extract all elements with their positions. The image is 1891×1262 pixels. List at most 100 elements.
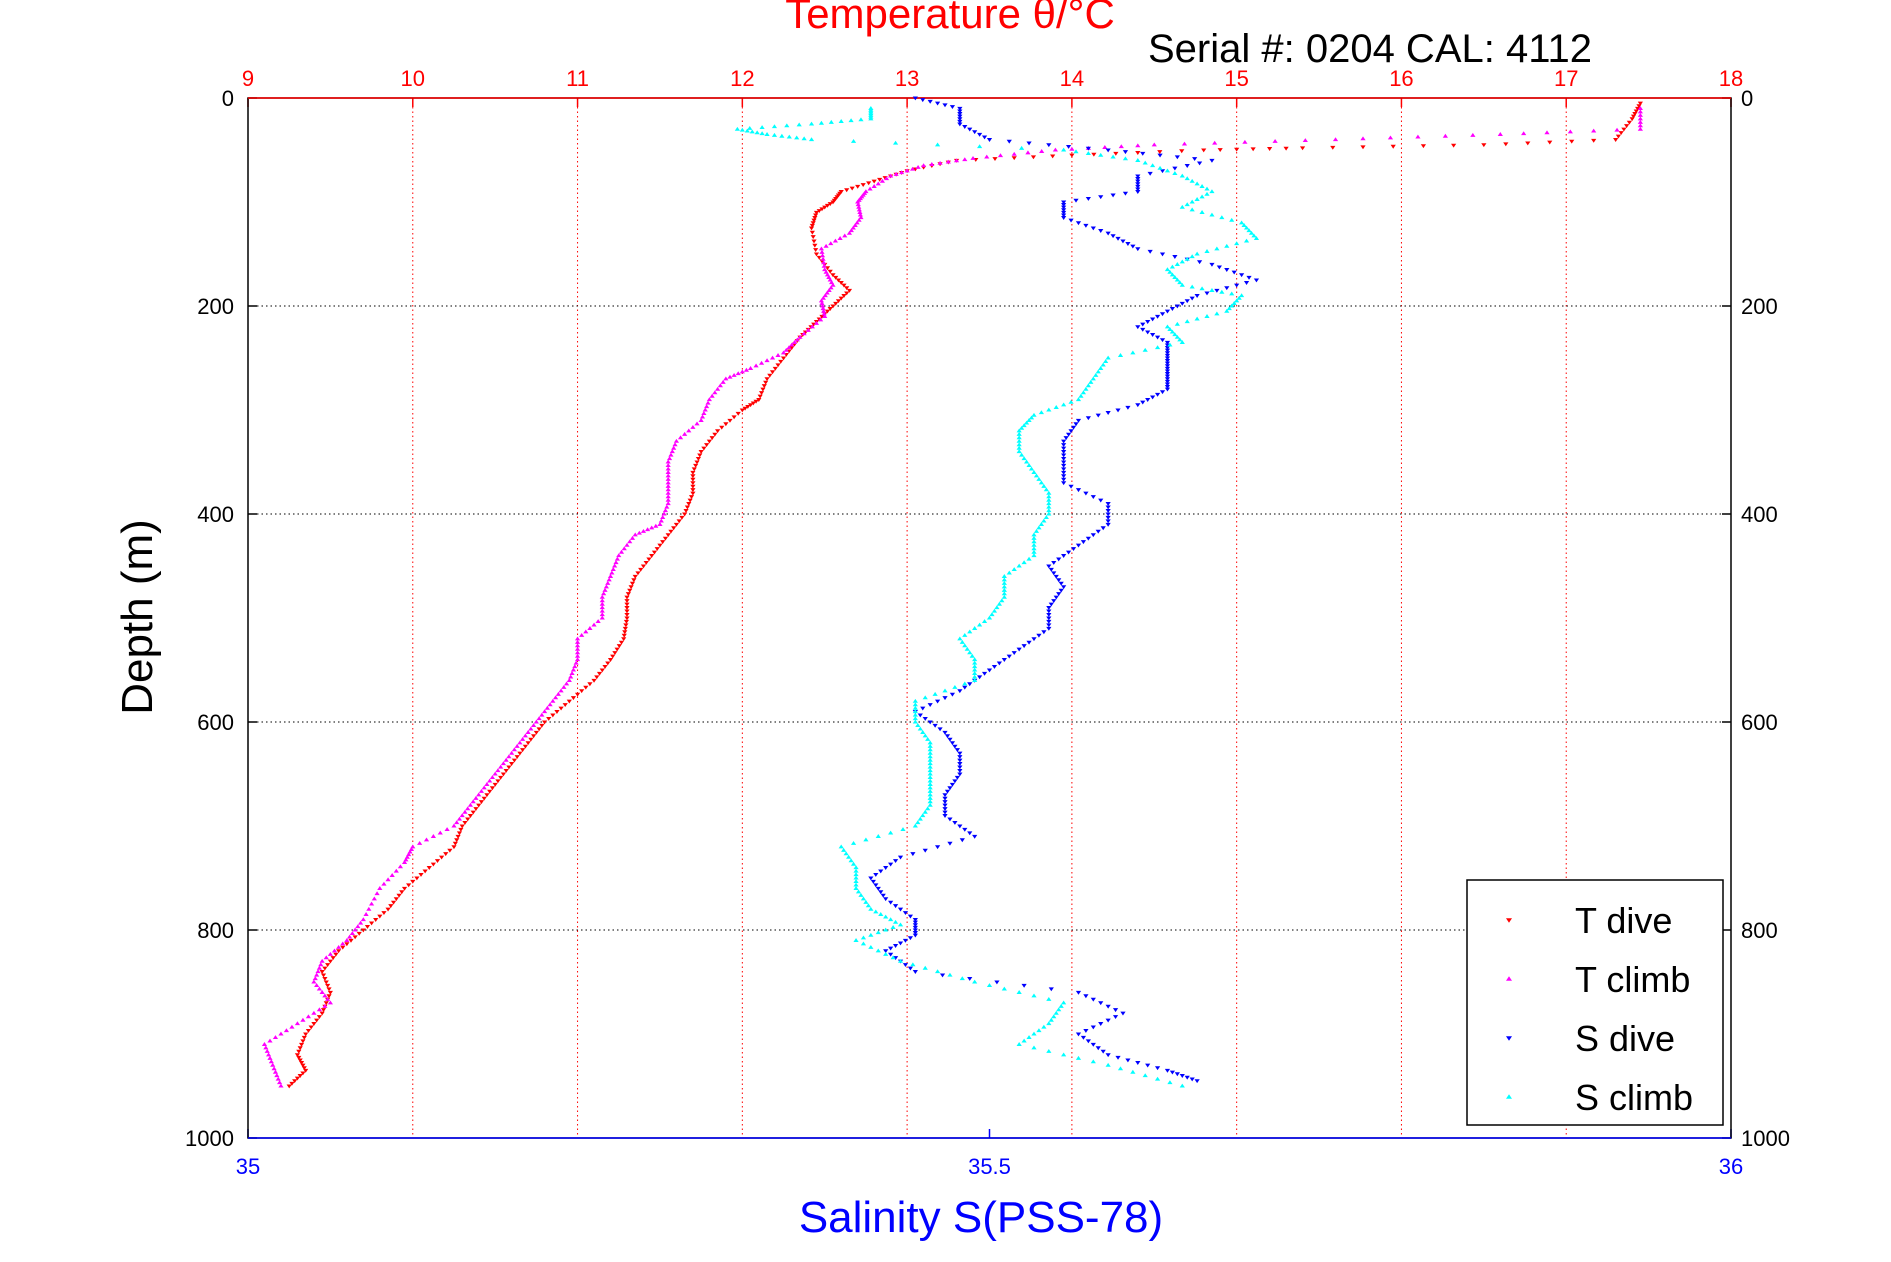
data-point [927, 750, 933, 755]
data-point [942, 814, 948, 818]
data-point [947, 786, 953, 791]
legend-marker [1506, 976, 1512, 981]
data-point [929, 162, 935, 166]
data-point [467, 802, 474, 807]
data-point [1073, 422, 1079, 427]
data-point [841, 283, 847, 288]
data-point [473, 807, 479, 812]
data-point [819, 303, 826, 308]
data-point [853, 879, 859, 884]
data-point [1031, 535, 1037, 540]
data-point [826, 288, 832, 292]
data-point [439, 855, 445, 860]
data-point [967, 976, 973, 981]
data-point [1006, 654, 1012, 659]
data-point [426, 866, 432, 870]
data-point [267, 1038, 273, 1043]
data-point [1061, 474, 1067, 479]
data-point [1033, 528, 1040, 533]
data-point [1038, 410, 1045, 415]
data-point [555, 691, 561, 696]
data-point [888, 862, 894, 867]
data-point [323, 1001, 329, 1006]
data-point [320, 1008, 327, 1013]
data-point [796, 122, 802, 127]
data-point [399, 890, 405, 895]
data-point [467, 814, 474, 818]
data-point [599, 668, 605, 673]
data-point [275, 1076, 281, 1081]
data-point [1224, 243, 1230, 248]
data-point [665, 490, 671, 495]
data-point [263, 1045, 269, 1050]
data-point [1142, 347, 1148, 352]
data-point [1001, 584, 1007, 589]
data-point [754, 130, 760, 135]
data-point [602, 664, 608, 669]
data-point [875, 948, 881, 953]
data-point [594, 675, 600, 680]
data-point [1150, 333, 1156, 337]
data-point [1036, 633, 1042, 638]
data-point [1145, 1063, 1151, 1068]
data-point [1031, 412, 1037, 417]
data-point [430, 834, 436, 838]
data-point [1021, 983, 1027, 988]
data-point [1302, 138, 1308, 143]
data-point [371, 896, 377, 901]
data-point [1025, 150, 1031, 155]
data-point [810, 221, 816, 226]
data-point [986, 668, 993, 673]
data-point [1150, 163, 1156, 168]
data-point [701, 411, 707, 416]
data-point [454, 820, 460, 825]
tick-label-temperature: 15 [1224, 66, 1248, 91]
data-point [853, 875, 859, 880]
data-point [1046, 564, 1052, 569]
data-point [1246, 275, 1252, 280]
data-point [672, 442, 678, 447]
data-point [1113, 151, 1119, 156]
data-point [1194, 316, 1200, 321]
data-point [1172, 255, 1178, 259]
data-point [771, 132, 778, 137]
data-point [750, 401, 756, 406]
data-point [574, 643, 581, 648]
data-point [573, 660, 579, 665]
data-point [558, 688, 564, 693]
data-point [827, 202, 833, 207]
data-point [1497, 132, 1503, 136]
tick-label-temperature: 9 [242, 66, 254, 91]
data-point [514, 743, 520, 748]
data-point [684, 505, 691, 510]
data-point [868, 116, 874, 121]
data-point [1637, 109, 1643, 114]
data-point [877, 177, 883, 182]
data-point [363, 912, 369, 916]
data-point [665, 533, 671, 538]
data-point [1063, 436, 1069, 441]
data-point [587, 626, 593, 630]
data-point [1061, 200, 1067, 205]
data-point [683, 508, 689, 513]
data-point [286, 1084, 292, 1089]
data-point [294, 1053, 301, 1058]
data-point [855, 889, 862, 894]
data-point [954, 775, 960, 780]
data-point [818, 246, 825, 251]
data-point [357, 920, 364, 925]
data-point [385, 877, 391, 882]
data-point [949, 782, 956, 787]
data-point [1164, 168, 1171, 173]
data-point [601, 591, 607, 596]
data-point [942, 796, 948, 801]
data-point [902, 963, 909, 968]
data-point [686, 428, 692, 433]
data-point [848, 858, 854, 863]
data-point [763, 380, 769, 385]
data-point [865, 903, 871, 908]
data-point [492, 782, 498, 787]
data-point [1125, 1058, 1131, 1063]
data-point [833, 275, 839, 280]
data-point [731, 372, 737, 377]
